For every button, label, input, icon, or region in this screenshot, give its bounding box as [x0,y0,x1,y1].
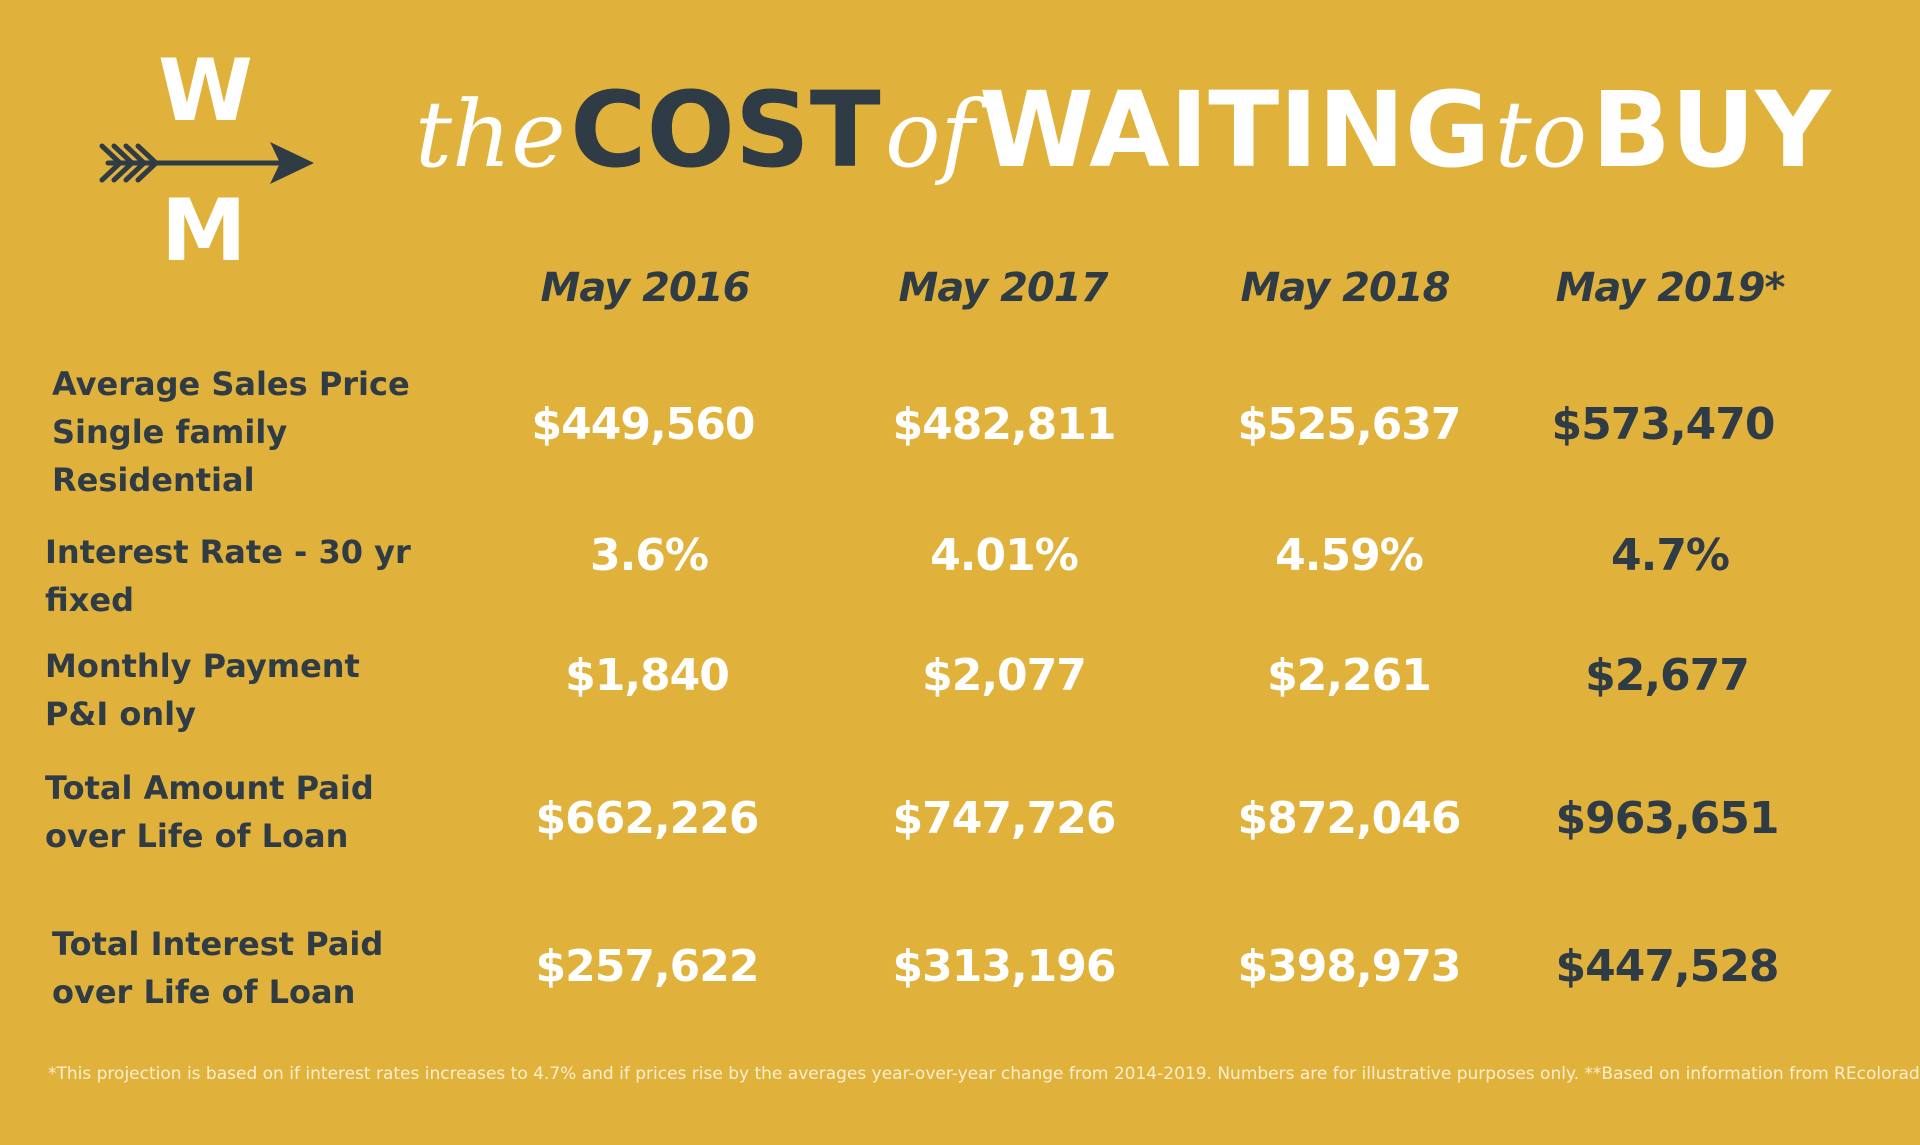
table-cell: 4.7% [1610,530,1730,581]
row-label-total-interest-paid: Total Interest Paid over Life of Loan [52,920,492,1016]
table-cell: $2,677 [1585,650,1750,701]
row-label-monthly-payment: Monthly Payment P&I only [45,642,485,738]
row-label-total-amount-paid: Total Amount Paid over Life of Loan [45,764,485,860]
table-cell: $398,973 [1237,941,1461,992]
row-label-line: Total Interest Paid [52,925,384,963]
row-label-line: Single family Residential [52,413,288,499]
column-header-2016: May 2016 [540,265,751,311]
title-word-to: to [1494,81,1588,188]
table-cell: $447,528 [1555,941,1779,992]
column-header-2019: May 2019* [1555,265,1786,311]
title-word-waiting: WAITING [979,69,1491,191]
row-label-line: P&I only [45,695,196,733]
logo: W M [98,41,320,274]
table-cell: $2,261 [1267,650,1432,701]
table-cell: $482,811 [892,399,1116,450]
table-cell: $963,651 [1555,793,1779,844]
title-word-buy: BUY [1591,69,1831,191]
row-label-interest-rate: Interest Rate - 30 yr fixed [45,528,485,624]
table-cell: $662,226 [535,793,759,844]
table-cell: $313,196 [892,941,1116,992]
table-cell: $872,046 [1237,793,1461,844]
page-title: the COST of WAITING to BUY [415,78,1855,228]
table-cell: 4.01% [930,530,1079,581]
arrow-icon [99,142,314,184]
row-label-line: Interest Rate - 30 yr fixed [45,533,411,619]
table-cell: $573,470 [1551,399,1775,450]
footnote: *This projection is based on if interest… [48,1064,1920,1084]
row-label-average-sales-price: Average Sales Price Single family Reside… [52,360,492,504]
table-cell: 4.59% [1275,530,1424,581]
table-cell: $1,840 [565,650,730,701]
logo-letter-m: M [161,181,247,281]
row-label-line: over Life of Loan [45,817,349,855]
table-cell: $525,637 [1237,399,1461,450]
row-label-line: over Life of Loan [52,973,356,1011]
title-word-the: the [415,81,566,188]
row-label-line: Total Amount Paid [45,769,374,807]
title-word-of: of [885,81,975,188]
row-label-line: Monthly Payment [45,647,360,685]
column-header-2018: May 2018 [1240,265,1451,311]
table-cell: $747,726 [892,793,1116,844]
table-cell: $2,077 [922,650,1087,701]
table-cell: $257,622 [535,941,759,992]
column-header-2017: May 2017 [898,265,1109,311]
title-word-cost: COST [570,69,881,191]
row-label-line: Average Sales Price [52,365,410,403]
table-cell: 3.6% [589,530,709,581]
table-cell: $449,560 [531,399,755,450]
logo-letter-w: W [158,41,253,141]
